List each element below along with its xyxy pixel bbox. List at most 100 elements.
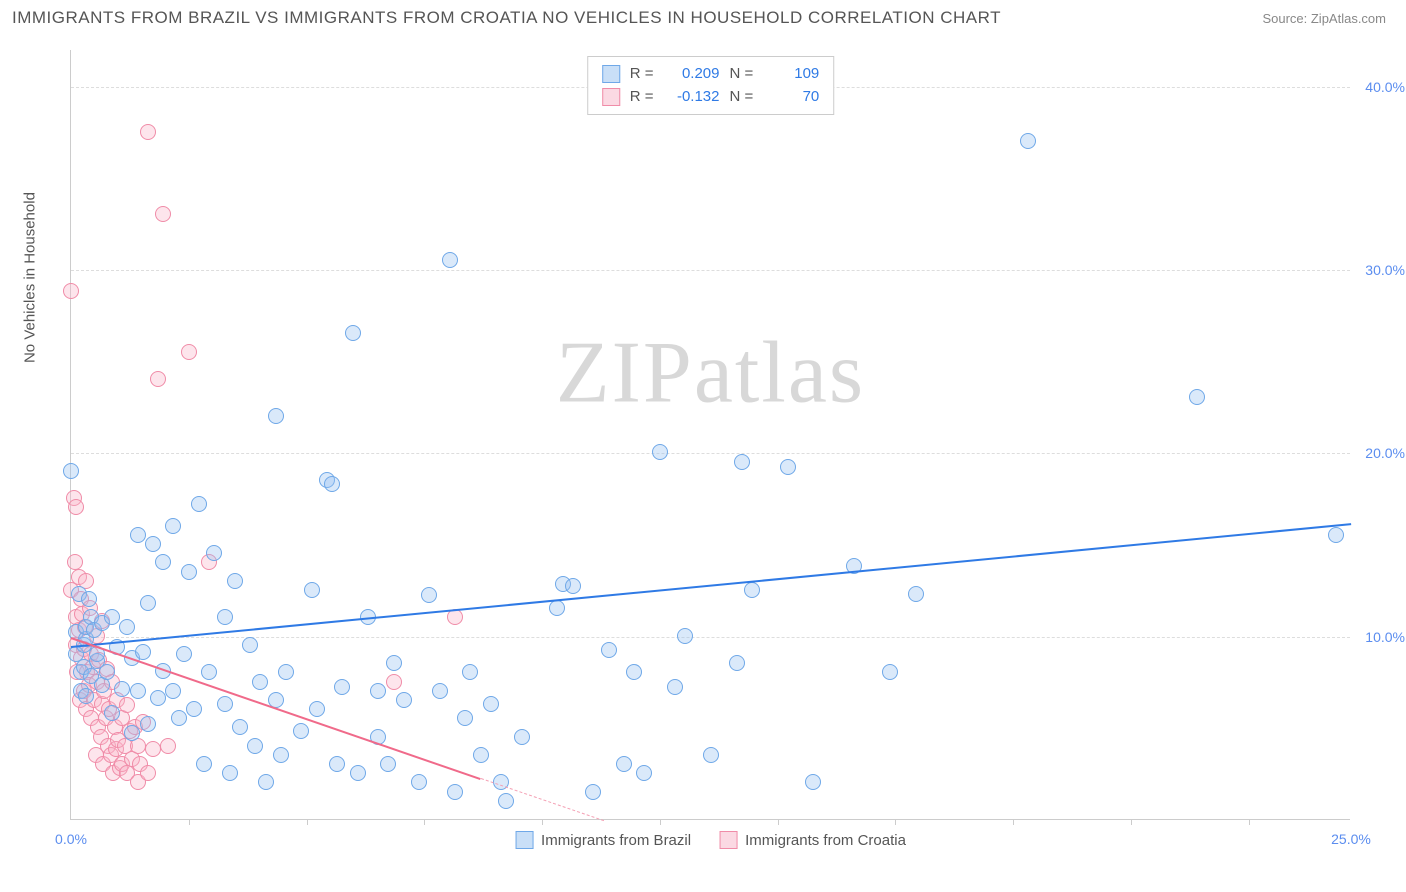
scatter-point-brazil — [171, 710, 187, 726]
croatia-r-value: -0.132 — [664, 86, 720, 109]
scatter-point-brazil — [217, 609, 233, 625]
scatter-point-brazil — [222, 765, 238, 781]
scatter-point-brazil — [124, 725, 140, 741]
n-label: N = — [730, 86, 754, 109]
scatter-point-brazil — [278, 664, 294, 680]
scatter-point-brazil — [329, 756, 345, 772]
scatter-point-brazil — [514, 729, 530, 745]
scatter-point-brazil — [411, 774, 427, 790]
gridline — [71, 637, 1350, 638]
legend-label-croatia: Immigrants from Croatia — [745, 832, 906, 849]
scatter-point-croatia — [155, 206, 171, 222]
x-tick — [778, 819, 779, 825]
scatter-point-brazil — [140, 716, 156, 732]
legend-row-croatia: R = -0.132 N = 70 — [602, 86, 820, 109]
y-tick-label: 30.0% — [1365, 262, 1405, 278]
chart-container: No Vehicles in Household ZIPatlas R = 0.… — [50, 40, 1386, 840]
scatter-point-croatia — [386, 674, 402, 690]
scatter-point-brazil — [421, 587, 437, 603]
scatter-point-brazil — [386, 655, 402, 671]
y-axis-title: No Vehicles in Household — [22, 192, 39, 363]
scatter-point-brazil — [636, 765, 652, 781]
brazil-r-value: 0.209 — [664, 63, 720, 86]
scatter-point-brazil — [462, 664, 478, 680]
y-tick-label: 10.0% — [1365, 629, 1405, 645]
scatter-point-brazil — [483, 696, 499, 712]
watermark-zip: ZIP — [556, 324, 694, 421]
scatter-point-brazil — [432, 683, 448, 699]
scatter-point-brazil — [165, 518, 181, 534]
scatter-point-brazil — [104, 609, 120, 625]
scatter-point-brazil — [196, 756, 212, 772]
scatter-point-croatia — [181, 344, 197, 360]
watermark-atlas: atlas — [694, 324, 865, 421]
scatter-point-brazil — [217, 696, 233, 712]
scatter-point-brazil — [252, 674, 268, 690]
legend-item-croatia: Immigrants from Croatia — [719, 831, 906, 849]
scatter-point-brazil — [677, 628, 693, 644]
watermark: ZIPatlas — [556, 322, 865, 423]
scatter-point-croatia — [140, 124, 156, 140]
x-tick — [307, 819, 308, 825]
legend-swatch-brazil — [602, 65, 620, 83]
scatter-point-brazil — [652, 444, 668, 460]
n-label: N = — [730, 63, 754, 86]
scatter-point-brazil — [273, 747, 289, 763]
scatter-point-brazil — [227, 573, 243, 589]
gridline — [71, 453, 1350, 454]
scatter-point-brazil — [729, 655, 745, 671]
scatter-point-brazil — [130, 527, 146, 543]
scatter-point-brazil — [165, 683, 181, 699]
scatter-point-brazil — [247, 738, 263, 754]
scatter-point-brazil — [176, 646, 192, 662]
scatter-point-brazil — [805, 774, 821, 790]
scatter-point-croatia — [160, 738, 176, 754]
scatter-point-croatia — [447, 609, 463, 625]
scatter-point-brazil — [99, 664, 115, 680]
x-tick-label: 0.0% — [55, 831, 87, 847]
scatter-point-brazil — [882, 664, 898, 680]
scatter-point-brazil — [734, 454, 750, 470]
r-label: R = — [630, 63, 654, 86]
scatter-point-brazil — [498, 793, 514, 809]
scatter-point-brazil — [155, 554, 171, 570]
gridline — [71, 270, 1350, 271]
scatter-point-brazil — [63, 463, 79, 479]
scatter-point-brazil — [324, 476, 340, 492]
y-tick-label: 40.0% — [1365, 79, 1405, 95]
legend-row-brazil: R = 0.209 N = 109 — [602, 63, 820, 86]
scatter-point-brazil — [130, 683, 146, 699]
source-name: ZipAtlas.com — [1311, 11, 1386, 26]
plot-area: ZIPatlas R = 0.209 N = 109 R = -0.132 N … — [70, 50, 1350, 820]
scatter-point-brazil — [135, 644, 151, 660]
legend-item-brazil: Immigrants from Brazil — [515, 831, 691, 849]
scatter-point-brazil — [370, 683, 386, 699]
scatter-point-brazil — [345, 325, 361, 341]
legend-swatch-croatia-icon — [719, 831, 737, 849]
scatter-point-brazil — [268, 408, 284, 424]
scatter-point-croatia — [150, 371, 166, 387]
scatter-point-brazil — [201, 664, 217, 680]
scatter-point-brazil — [626, 664, 642, 680]
legend-swatch-croatia — [602, 88, 620, 106]
scatter-point-croatia — [67, 554, 83, 570]
scatter-point-brazil — [473, 747, 489, 763]
x-tick — [1131, 819, 1132, 825]
x-tick — [542, 819, 543, 825]
scatter-point-brazil — [350, 765, 366, 781]
scatter-point-brazil — [304, 582, 320, 598]
scatter-point-brazil — [703, 747, 719, 763]
scatter-point-croatia — [63, 283, 79, 299]
scatter-point-brazil — [119, 619, 135, 635]
x-tick — [660, 819, 661, 825]
scatter-point-brazil — [293, 723, 309, 739]
x-tick-label: 25.0% — [1331, 831, 1371, 847]
x-tick — [424, 819, 425, 825]
scatter-point-brazil — [258, 774, 274, 790]
scatter-point-brazil — [565, 578, 581, 594]
scatter-point-brazil — [585, 784, 601, 800]
scatter-point-brazil — [447, 784, 463, 800]
scatter-point-brazil — [150, 690, 166, 706]
scatter-point-croatia — [145, 741, 161, 757]
scatter-point-brazil — [457, 710, 473, 726]
